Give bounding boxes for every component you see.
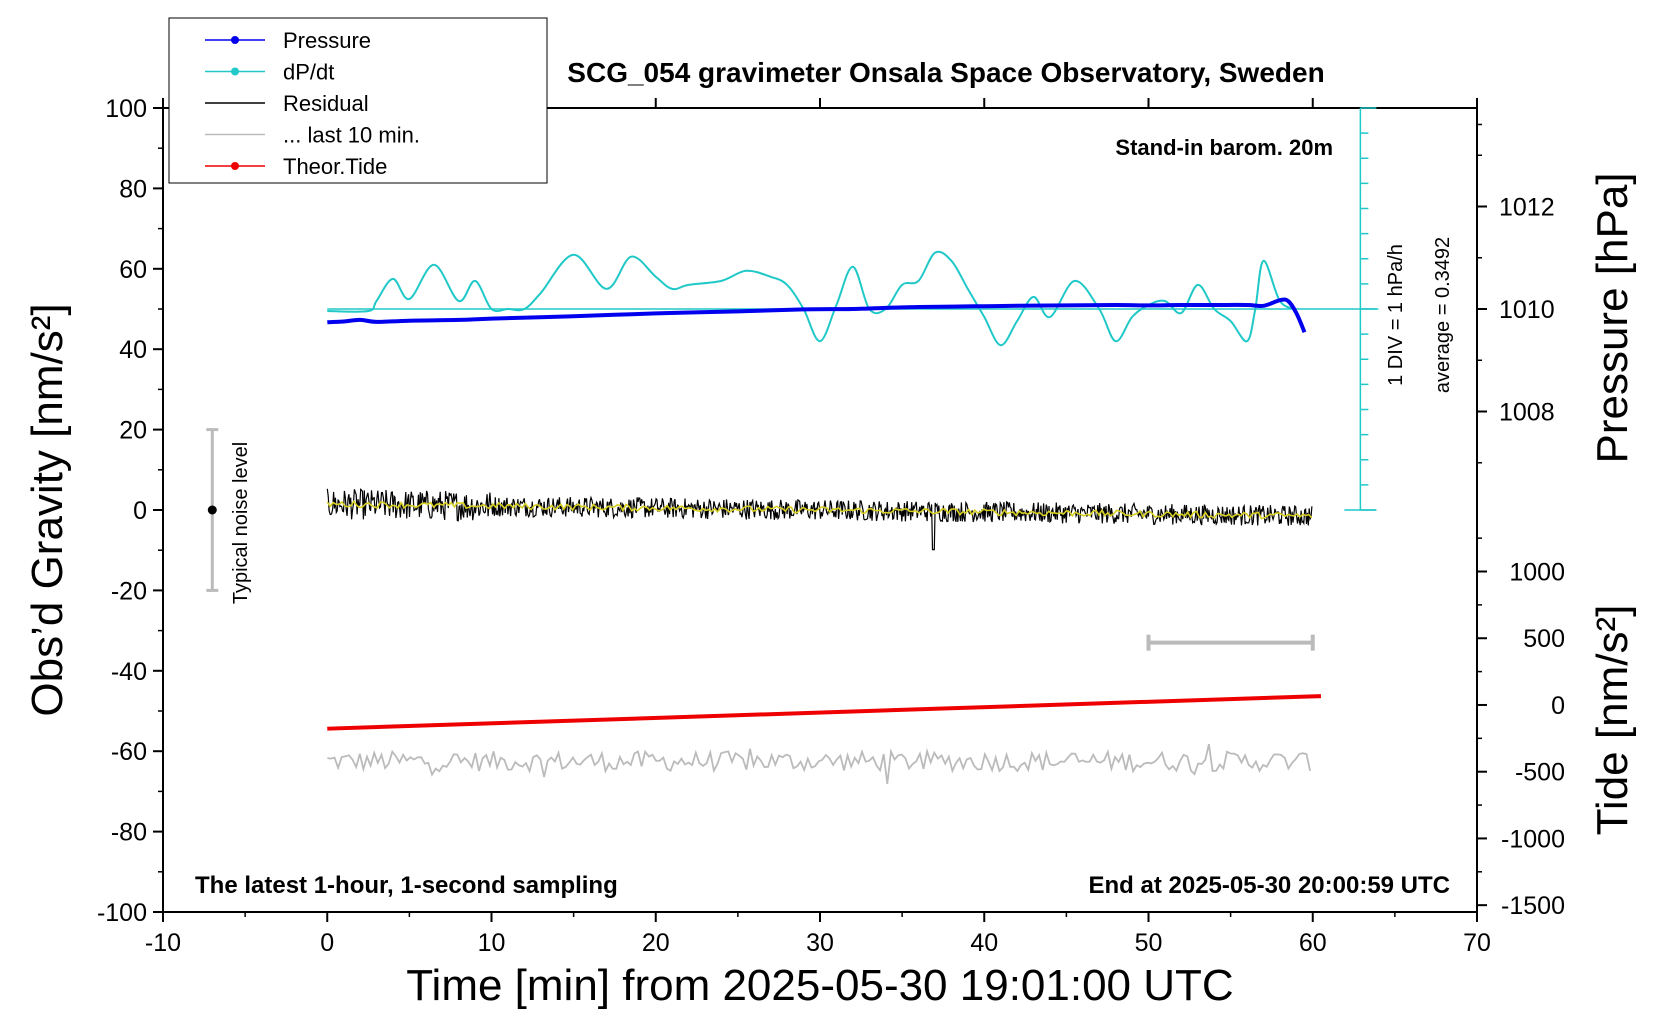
average-note: average = 0.3492 [1432, 237, 1454, 393]
y-tick-label: -80 [111, 819, 147, 847]
scale-div-note: 1 DIV = 1 hPa/h [1385, 244, 1407, 386]
y-axis-title-pressure: Pressure [hPa] [1588, 172, 1637, 463]
x-tick-label: 30 [806, 929, 834, 957]
legend: Pressure dP/dt Residual ... last 10 min. The… [168, 17, 548, 184]
legend-label: Pressure [283, 28, 371, 53]
y-tick-label: -100 [97, 899, 147, 927]
noise-note: Typical noise level [230, 442, 252, 604]
bottom-right-note: End at 2025-05-30 20:00:59 UTC [1089, 872, 1451, 899]
legend-items: Pressure dP/dt Residual ... last 10 min. The… [205, 28, 420, 179]
y-tick-label: -20 [111, 577, 147, 605]
x-tick-label: -10 [145, 929, 181, 957]
y-tick-label: 0 [133, 497, 147, 525]
chart-title: SCG_054 gravimeter Onsala Space Observat… [567, 57, 1324, 88]
legend-label: Residual [283, 91, 369, 116]
y-tick-label: 100 [105, 95, 147, 123]
x-tick-label: 70 [1463, 929, 1491, 957]
legend-label: Theor.Tide [283, 154, 387, 179]
tide-tick-label: 1000 [1509, 559, 1565, 587]
legend-marker [231, 67, 239, 76]
x-tick-label: 10 [478, 929, 506, 957]
legend-marker [231, 36, 239, 44]
legend-label: ... last 10 min. [283, 123, 420, 148]
y-tick-label: 80 [119, 175, 147, 203]
tide-tick-label: 500 [1523, 625, 1565, 653]
series-layer [326, 250, 1322, 785]
pressure-tick-label: 1008 [1499, 399, 1555, 427]
pressure-axis-ticks: 1012 1010 1008 [1477, 123, 1555, 464]
y-tick-label: -40 [111, 658, 147, 686]
x-tick-label: 0 [320, 929, 334, 957]
tide-tick-label: 0 [1551, 692, 1565, 720]
y-axis-title-tide: Tide [nm/s²] [1588, 605, 1637, 836]
tide-tick-label: -1000 [1501, 825, 1565, 853]
legend-label: dP/dt [283, 60, 334, 85]
dpdt-line [327, 250, 1297, 347]
pressure-tick-label: 1012 [1499, 193, 1555, 221]
y-tick-label: 40 [119, 336, 147, 364]
y-tick-label: -60 [111, 738, 147, 766]
pressure-line [327, 297, 1307, 334]
tide-tick-label: -500 [1515, 759, 1565, 787]
y-axis-title-gravity: Obs’d Gravity [nm/s²] [23, 303, 72, 716]
pressure-tick-label: 1010 [1499, 296, 1555, 324]
residual-line [326, 488, 1313, 551]
legend-marker [231, 162, 239, 170]
last-10-min-line [327, 743, 1311, 785]
y-tick-label: 60 [119, 256, 147, 284]
y-tick-labels: -100 -80 -60 -40 -20 0 20 40 60 80 100 [97, 95, 147, 927]
x-tick-label: 40 [970, 929, 998, 957]
theor-tide-line [327, 694, 1322, 731]
residual-smoothed-line [326, 500, 1313, 520]
tide-tick-label: -1500 [1501, 892, 1565, 920]
x-tick-label: 60 [1299, 929, 1327, 957]
markers [206, 428, 1315, 651]
x-tick-label: 50 [1135, 929, 1163, 957]
noise-bar-dot [207, 505, 217, 515]
x-axis-title: Time [min] from 2025-05-30 19:01:00 UTC [406, 961, 1233, 1010]
legend-box [168, 17, 548, 184]
barometer-note: Stand-in barom. 20m [1115, 135, 1333, 160]
bottom-left-note: The latest 1-hour, 1-second sampling [195, 872, 618, 899]
x-tick-label: 20 [642, 929, 670, 957]
y-tick-label: 20 [119, 417, 147, 445]
tide-axis-ticks: 1000 500 0 -500 -1000 -1500 [1477, 537, 1565, 920]
x-tick-labels: -10 0 10 20 30 40 50 60 70 [145, 929, 1491, 957]
